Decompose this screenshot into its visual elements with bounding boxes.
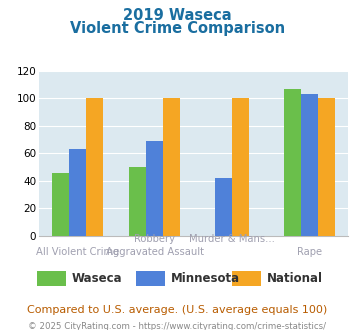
Bar [232, 272, 261, 286]
Bar [146, 141, 163, 236]
Bar [301, 94, 318, 236]
Text: Aggravated Assault: Aggravated Assault [106, 247, 204, 257]
Text: Murder & Mans...: Murder & Mans... [189, 234, 275, 244]
Bar [37, 272, 66, 286]
Bar [86, 98, 103, 236]
Text: Minnesota: Minnesota [171, 272, 240, 285]
Bar [318, 98, 335, 236]
Bar [215, 178, 232, 236]
Bar [284, 89, 301, 236]
Text: © 2025 CityRating.com - https://www.cityrating.com/crime-statistics/: © 2025 CityRating.com - https://www.city… [28, 322, 327, 330]
Text: Waseca: Waseca [72, 272, 123, 285]
Text: Rape: Rape [297, 247, 322, 257]
Text: Violent Crime Comparison: Violent Crime Comparison [70, 21, 285, 36]
Bar [163, 98, 180, 236]
Bar [52, 173, 69, 236]
Bar [129, 167, 146, 236]
Text: Robbery: Robbery [135, 234, 175, 244]
Bar [136, 272, 165, 286]
Text: National: National [267, 272, 323, 285]
Text: All Violent Crime: All Violent Crime [36, 247, 119, 257]
Bar [232, 98, 249, 236]
Text: Compared to U.S. average. (U.S. average equals 100): Compared to U.S. average. (U.S. average … [27, 305, 328, 315]
Bar [69, 149, 86, 236]
Text: 2019 Waseca: 2019 Waseca [123, 8, 232, 23]
